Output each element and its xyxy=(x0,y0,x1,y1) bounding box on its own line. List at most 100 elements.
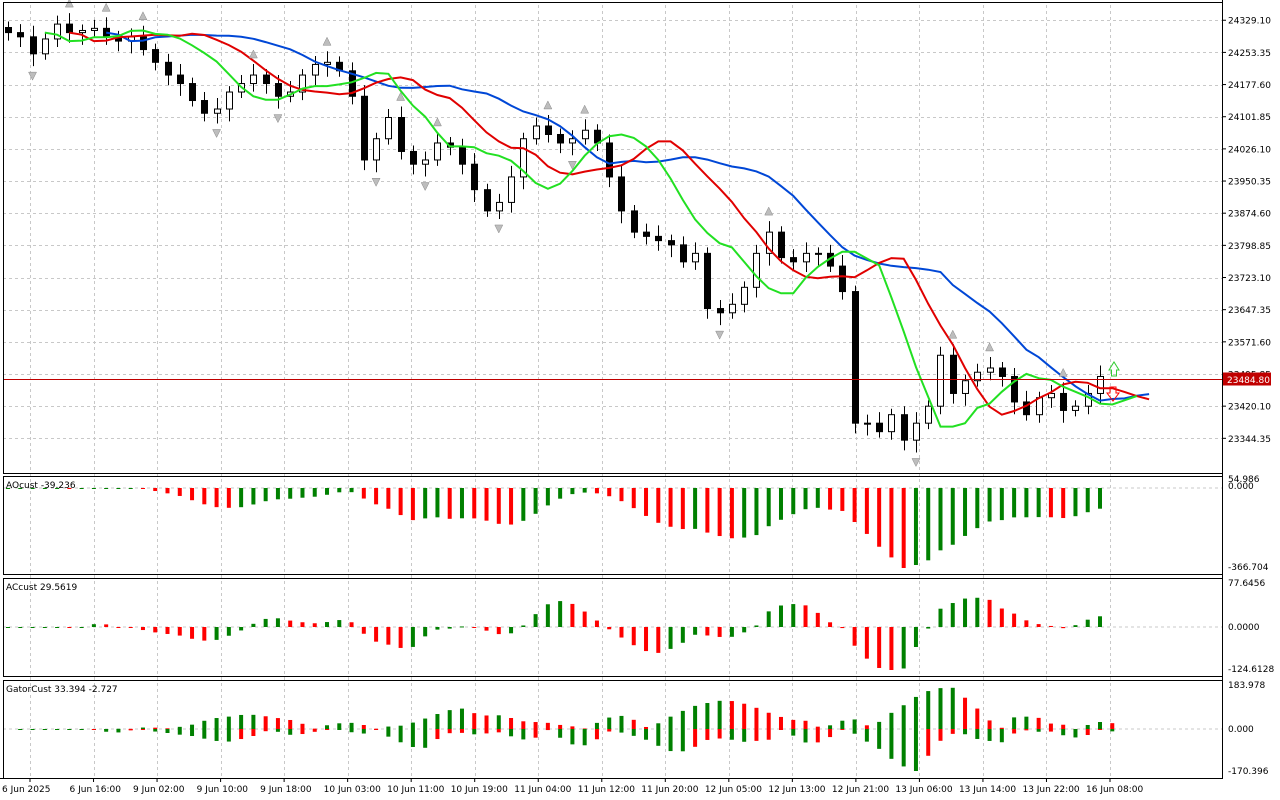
gator-upper-bar xyxy=(1098,722,1102,729)
gator-lower-bar xyxy=(165,729,170,733)
gator-upper-bar xyxy=(275,718,280,729)
gator-lower-bar xyxy=(901,729,906,767)
histogram-bar xyxy=(288,488,293,499)
candle-bull xyxy=(569,138,576,144)
gator-upper-bar xyxy=(558,724,563,729)
histogram-bar xyxy=(312,488,317,497)
price-tick-label: 23723.10 xyxy=(1228,274,1271,284)
candle-bear xyxy=(655,235,662,242)
fractal-up-marker xyxy=(396,91,406,101)
histogram-bar xyxy=(963,598,968,627)
fractal-up-marker xyxy=(322,36,332,46)
histogram-bar xyxy=(472,627,477,628)
panel-scale-label: 54.986 xyxy=(1228,475,1260,485)
histogram-bar xyxy=(239,627,244,631)
gator-lower-bar xyxy=(67,729,72,730)
gator-upper-bar xyxy=(386,726,391,729)
histogram-bar xyxy=(398,488,403,516)
gator-upper-bar xyxy=(361,725,366,729)
gator-lower-bar xyxy=(1036,729,1041,732)
candle-bull xyxy=(91,27,98,31)
candle-bear xyxy=(275,83,282,97)
histogram-bar xyxy=(1024,620,1029,627)
gator-lower-bar xyxy=(190,729,195,736)
gator-lower-bar xyxy=(828,729,833,738)
fractal-up-marker xyxy=(433,117,442,127)
histogram-bar xyxy=(410,488,415,521)
gator-lower-bar xyxy=(239,729,244,740)
gator-upper-bar xyxy=(570,726,575,729)
histogram-bar xyxy=(79,488,84,489)
panel-scale-label: -170.396 xyxy=(1228,767,1269,777)
histogram-bar xyxy=(153,627,158,633)
price-tick-label: 24026.10 xyxy=(1228,145,1271,155)
histogram-bar xyxy=(938,608,943,627)
candle-bull xyxy=(925,405,932,424)
histogram-bar xyxy=(288,620,293,627)
histogram-bar xyxy=(644,627,649,652)
gator-lower-bar xyxy=(1012,729,1017,734)
histogram-bar xyxy=(30,627,35,628)
gator-upper-bar xyxy=(778,716,783,729)
histogram-bar xyxy=(423,488,428,519)
gator-upper-bar xyxy=(337,723,342,729)
gator-lower-bar xyxy=(570,729,575,745)
gator-lower-bar xyxy=(104,729,109,732)
fractal-up-marker xyxy=(948,329,958,339)
gator-lower-bar xyxy=(459,729,464,733)
candle-bull xyxy=(864,422,871,425)
gator-upper-bar xyxy=(815,726,820,729)
histogram-bar xyxy=(435,488,440,518)
histogram-bar xyxy=(975,488,980,529)
gator-upper-bar xyxy=(1085,724,1090,729)
histogram-bar xyxy=(337,488,342,493)
panel-scale-label: 0.0000 xyxy=(1228,623,1260,633)
price-tick-label: 23798.85 xyxy=(1228,242,1271,252)
gator-upper-bar xyxy=(680,710,685,729)
gator-lower-bar xyxy=(778,729,783,730)
candle-bear xyxy=(66,23,73,34)
histogram-bar xyxy=(570,488,575,495)
price-tick-label: 23874.60 xyxy=(1228,210,1271,220)
gator-upper-bar xyxy=(251,714,256,729)
gator-upper-bar xyxy=(803,720,808,729)
gator-upper-bar xyxy=(975,708,980,729)
gator-lower-bar xyxy=(116,729,121,733)
candle-bear xyxy=(263,74,270,85)
histogram-bar xyxy=(1061,627,1066,629)
time-tick-label: 16 Jun 08:00 xyxy=(1086,785,1143,795)
gator-lower-bar xyxy=(840,729,845,730)
gator-upper-bar xyxy=(1024,716,1029,729)
histogram-bar xyxy=(545,604,550,627)
histogram-bar xyxy=(374,488,379,505)
candle-bear xyxy=(177,74,184,85)
gator-lower-bar xyxy=(275,729,280,732)
histogram-bar xyxy=(864,488,869,534)
histogram-bar xyxy=(496,488,501,524)
candle-bull xyxy=(913,422,920,441)
gator-lower-bar xyxy=(1110,729,1115,732)
histogram-bar xyxy=(631,627,636,646)
candle-bear xyxy=(680,244,687,263)
histogram-bar xyxy=(668,627,673,649)
gator-lower-bar xyxy=(582,729,587,746)
candle-bull xyxy=(1048,392,1055,399)
gator-lower-bar xyxy=(263,729,268,732)
histogram-bar xyxy=(680,488,685,530)
panel-scale-label: -366.704 xyxy=(1228,563,1269,573)
histogram-bar xyxy=(325,488,330,495)
histogram-bar xyxy=(791,604,796,627)
fractal-down-marker xyxy=(273,114,283,124)
candle-bear xyxy=(201,100,208,114)
histogram-bar xyxy=(607,488,612,497)
histogram-bar xyxy=(18,488,23,489)
price-axis-labels: 24329.10 24253.35 24177.60 24101.85 24026.10… xyxy=(1222,17,1274,777)
histogram-bar xyxy=(509,488,514,525)
gator-lower-bar xyxy=(864,729,869,742)
gator-lower-bar xyxy=(312,729,317,732)
candle-bull xyxy=(974,371,981,382)
gator-lower-bar xyxy=(729,729,734,740)
histogram-bar xyxy=(644,488,649,516)
histogram-bar xyxy=(1036,488,1041,518)
